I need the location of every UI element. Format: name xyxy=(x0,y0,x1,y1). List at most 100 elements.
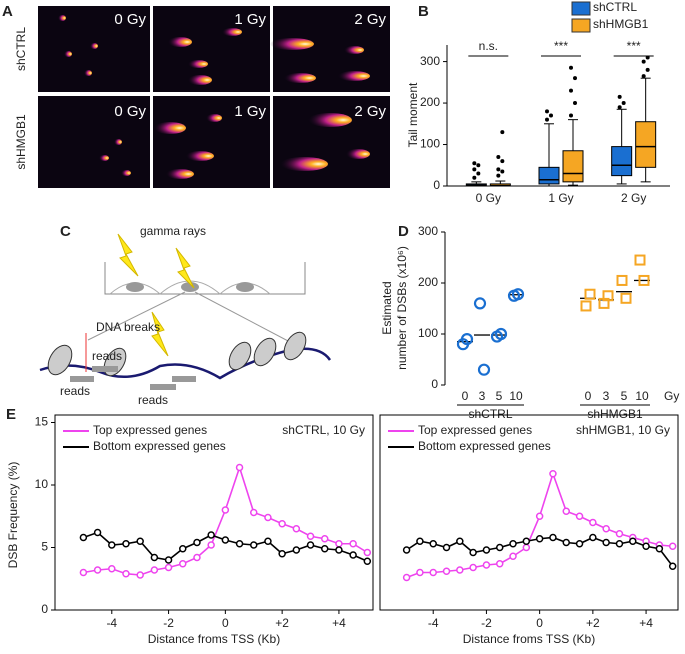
point xyxy=(616,274,628,286)
y-tick-label: 5 xyxy=(41,540,48,554)
point xyxy=(150,566,159,574)
significance: n.s. xyxy=(479,39,498,53)
point xyxy=(193,538,201,547)
series-line xyxy=(83,464,368,576)
x-axis-label: Distance froms TSS (Kb) xyxy=(148,632,280,646)
point xyxy=(469,548,477,557)
point xyxy=(363,557,372,565)
outlier xyxy=(549,113,553,118)
point xyxy=(549,533,557,542)
outlier xyxy=(573,76,577,81)
outlier xyxy=(472,161,477,166)
point xyxy=(416,537,424,545)
point xyxy=(495,560,504,568)
series-line xyxy=(406,471,673,579)
panel-letter: E xyxy=(6,406,16,423)
point xyxy=(477,363,491,376)
outlier xyxy=(545,117,549,122)
point xyxy=(602,525,610,533)
point xyxy=(655,545,664,553)
point xyxy=(535,512,544,520)
point xyxy=(79,533,88,542)
outlier xyxy=(573,101,577,106)
y-tick-label: 0 xyxy=(431,377,438,391)
panel-letter: A xyxy=(2,3,13,20)
outlier xyxy=(569,65,573,70)
x-tick-label: 0 xyxy=(585,389,592,403)
legend-label: Bottom expressed genes xyxy=(93,439,226,453)
point xyxy=(535,535,544,543)
point xyxy=(108,541,116,549)
outlier xyxy=(645,67,650,72)
x-tick-label: 0 xyxy=(222,616,229,630)
x-tick-label: +4 xyxy=(332,616,346,630)
diagram-label: reads xyxy=(92,349,122,363)
point xyxy=(456,537,464,545)
outlier xyxy=(621,101,626,106)
point xyxy=(469,563,477,572)
outlier xyxy=(500,169,505,174)
point xyxy=(306,541,315,549)
y-axis-label: number of DSBs (x10⁶) xyxy=(395,246,409,370)
y-axis-label: Tail moment xyxy=(406,82,420,147)
x-tick-label: 0 xyxy=(462,389,469,403)
dose-label: 0 Gy xyxy=(114,11,146,28)
point xyxy=(562,507,570,515)
box xyxy=(635,121,657,168)
box xyxy=(562,150,584,183)
point xyxy=(442,567,451,575)
outlier xyxy=(617,94,622,99)
dose-label: 1 Gy xyxy=(234,103,266,120)
comet-images xyxy=(38,6,390,188)
point xyxy=(429,540,437,548)
point xyxy=(668,542,677,550)
row-label: shCTRL xyxy=(14,27,28,71)
point xyxy=(306,532,315,540)
point xyxy=(482,561,491,569)
point xyxy=(150,553,159,562)
point xyxy=(335,546,343,554)
outlier xyxy=(617,105,622,110)
point xyxy=(93,528,102,537)
x-tick-label: -4 xyxy=(106,616,117,630)
x-tick-label: 0 xyxy=(536,616,543,630)
point xyxy=(349,540,357,548)
x-tick-label: 1 Gy xyxy=(548,191,573,205)
x-tick-label: 0 Gy xyxy=(476,191,501,205)
plot-frame xyxy=(379,414,679,611)
legend-label: shHMGB1 xyxy=(593,17,649,31)
point xyxy=(164,556,173,564)
x-tick-label: 10 xyxy=(635,389,649,403)
point xyxy=(79,568,88,577)
plot-frame xyxy=(54,414,374,611)
point xyxy=(136,571,144,579)
y-tick-label: 15 xyxy=(35,415,49,429)
point xyxy=(495,543,504,552)
y-tick-label: 0 xyxy=(41,602,48,616)
point xyxy=(264,537,272,545)
point xyxy=(207,541,215,549)
point xyxy=(575,512,584,520)
point xyxy=(511,288,525,301)
point xyxy=(589,518,597,527)
point xyxy=(335,540,343,548)
point xyxy=(193,553,201,562)
point xyxy=(250,541,258,549)
diagram-label: DNA breaks xyxy=(96,320,160,334)
legend-label: Top expressed genes xyxy=(93,423,207,437)
outlier xyxy=(545,109,549,114)
outlier xyxy=(569,113,573,118)
row-label: shHMGB1 xyxy=(14,114,28,170)
point xyxy=(580,300,592,312)
y-axis-label: Estimated xyxy=(380,281,394,334)
point xyxy=(456,566,464,574)
point xyxy=(522,537,531,545)
diagram-label: reads xyxy=(138,393,168,407)
point xyxy=(122,570,130,578)
point xyxy=(221,506,230,514)
x-tick-label: 5 xyxy=(496,389,503,403)
y-tick-label: 0 xyxy=(433,178,440,192)
outlier xyxy=(472,175,477,180)
chart-title: shHMGB1, 10 Gy xyxy=(576,423,670,437)
